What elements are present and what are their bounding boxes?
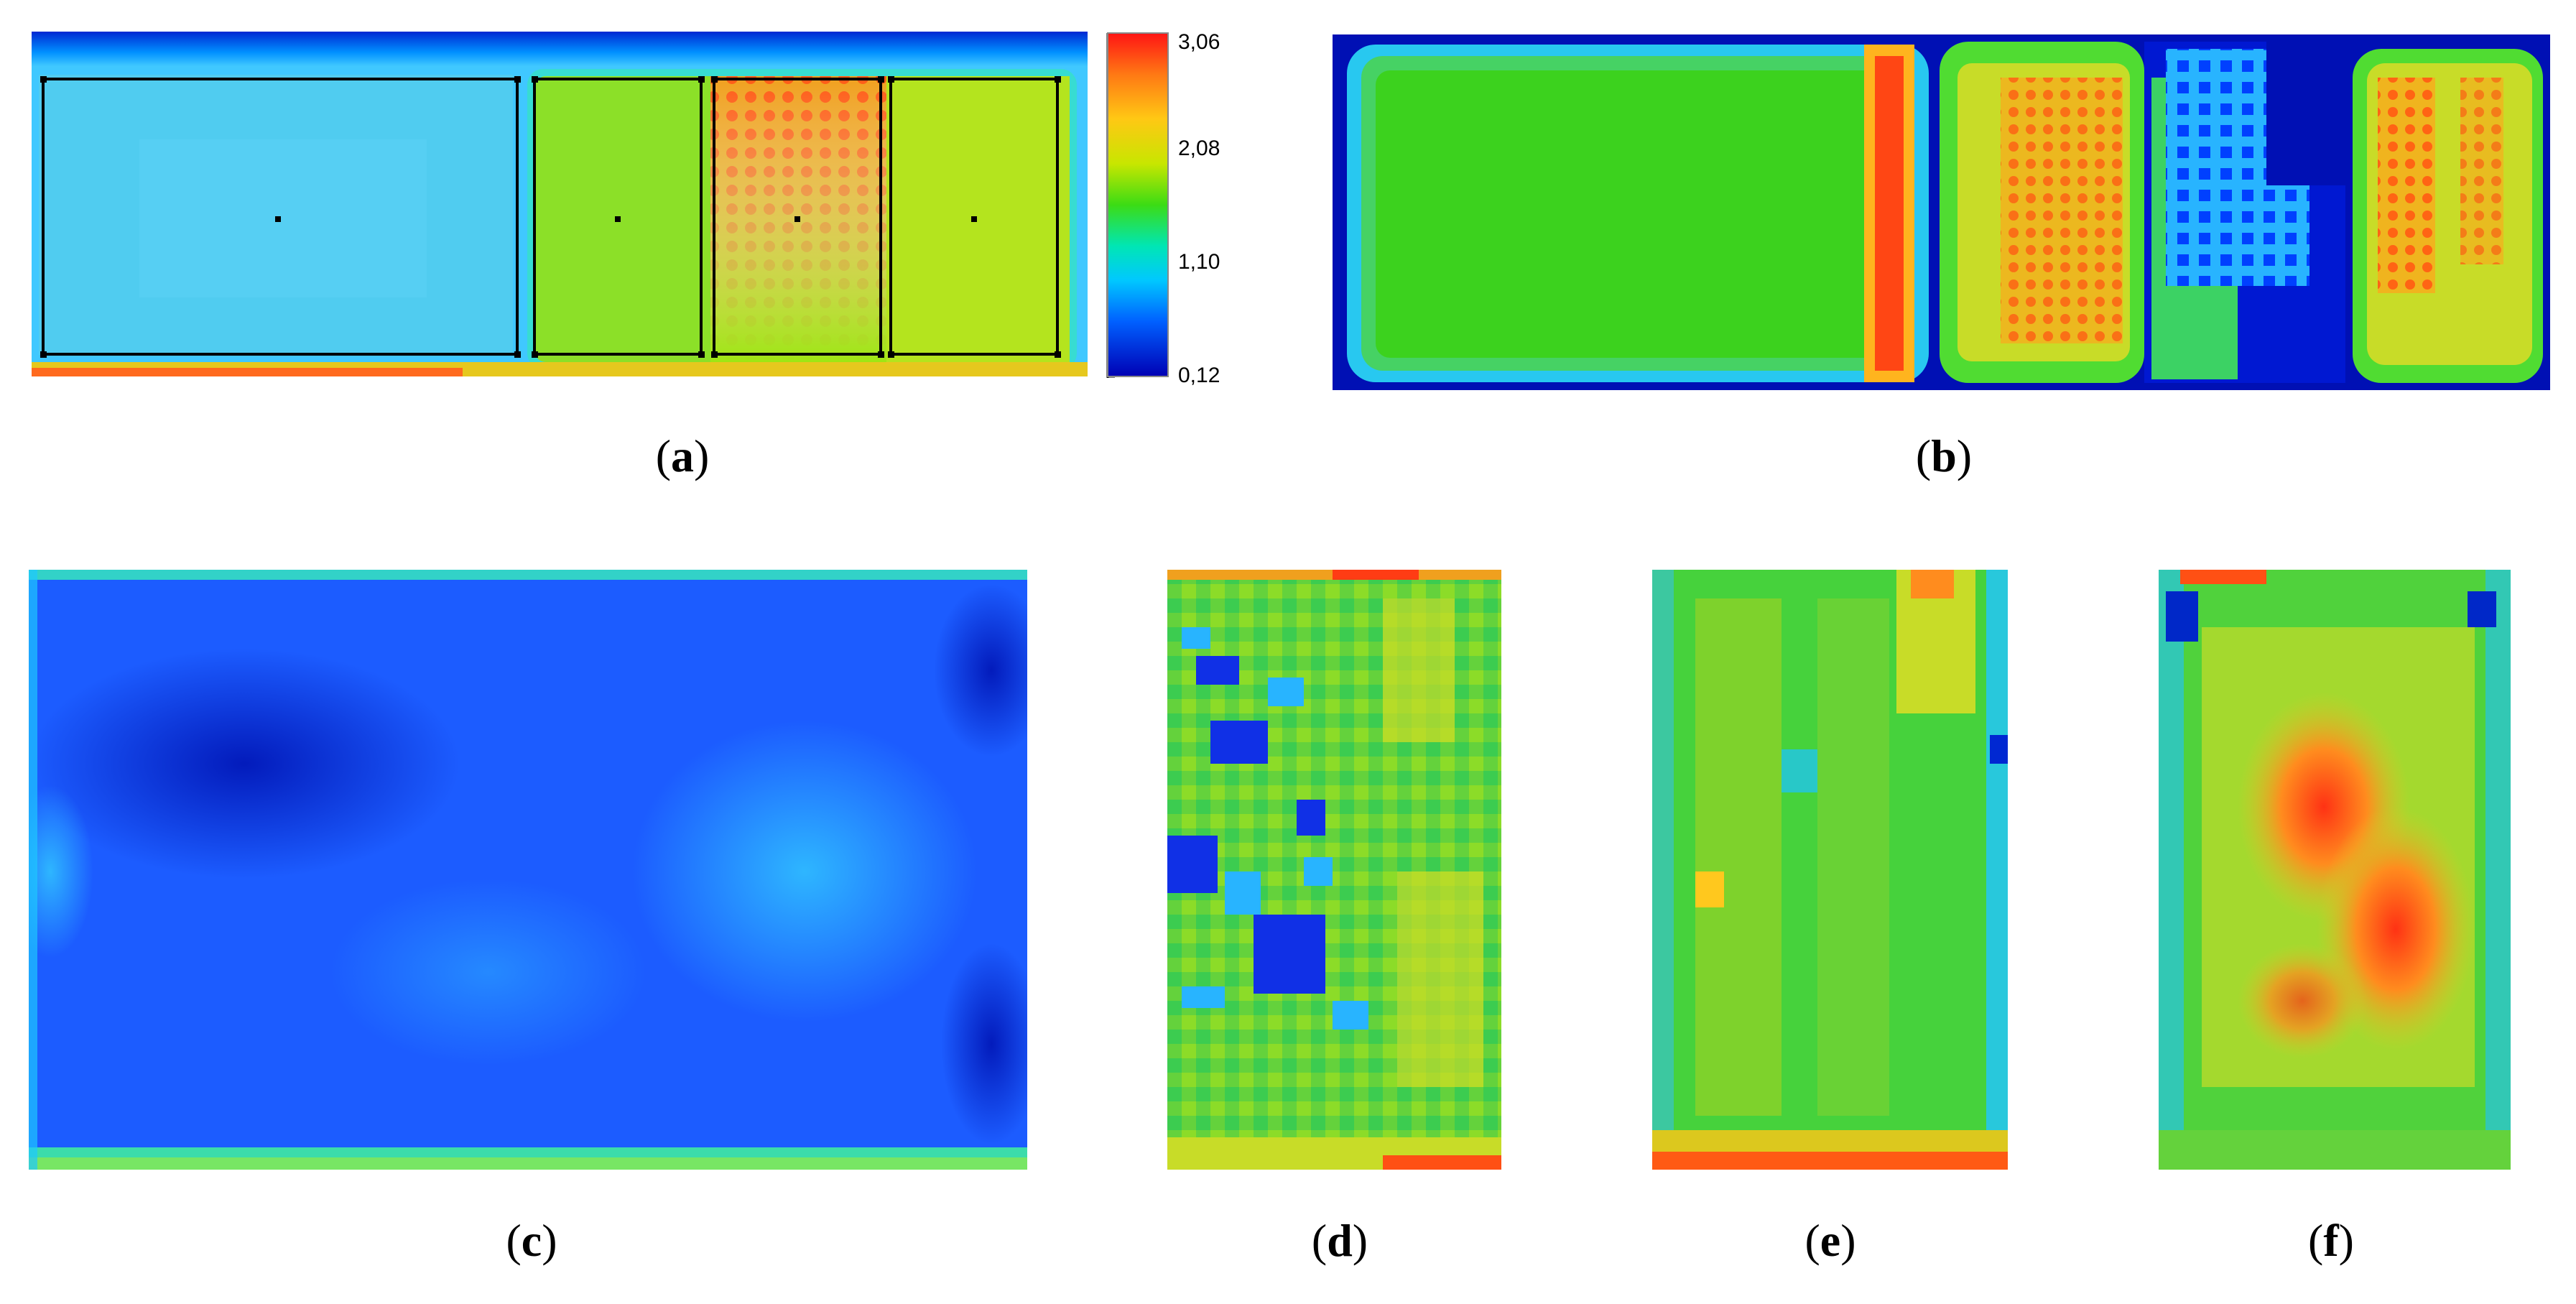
thermogram-a xyxy=(32,32,1088,376)
caption-f: (f) xyxy=(2308,1215,2354,1266)
thermogram-b-image xyxy=(1333,34,2550,390)
thermogram-b xyxy=(1333,34,2550,390)
thermogram-e-image xyxy=(1652,570,2008,1170)
caption-b: (b) xyxy=(1915,430,1973,481)
thermogram-d-image xyxy=(1167,570,1501,1170)
caption-d: (d) xyxy=(1311,1215,1368,1266)
thermogram-d xyxy=(1167,570,1501,1170)
scale-label-max: 3,06 xyxy=(1178,30,1220,54)
caption-a: (a) xyxy=(655,430,710,481)
caption-c: (c) xyxy=(506,1215,557,1266)
caption-e: (e) xyxy=(1804,1215,1856,1266)
thermogram-c xyxy=(29,570,1027,1170)
thermogram-f-image xyxy=(2159,570,2511,1170)
thermogram-e xyxy=(1652,570,2008,1170)
color-scale: 3,06 2,08 1,10 0,12 xyxy=(1106,32,1220,387)
thermogram-f xyxy=(2159,570,2511,1170)
scale-label-high: 2,08 xyxy=(1178,137,1220,160)
scale-label-min: 0,12 xyxy=(1178,364,1220,387)
color-scale-bar xyxy=(1107,32,1169,377)
thermogram-a-image xyxy=(32,32,1088,376)
thermogram-c-image xyxy=(29,570,1027,1170)
scale-label-low: 1,10 xyxy=(1178,250,1220,274)
